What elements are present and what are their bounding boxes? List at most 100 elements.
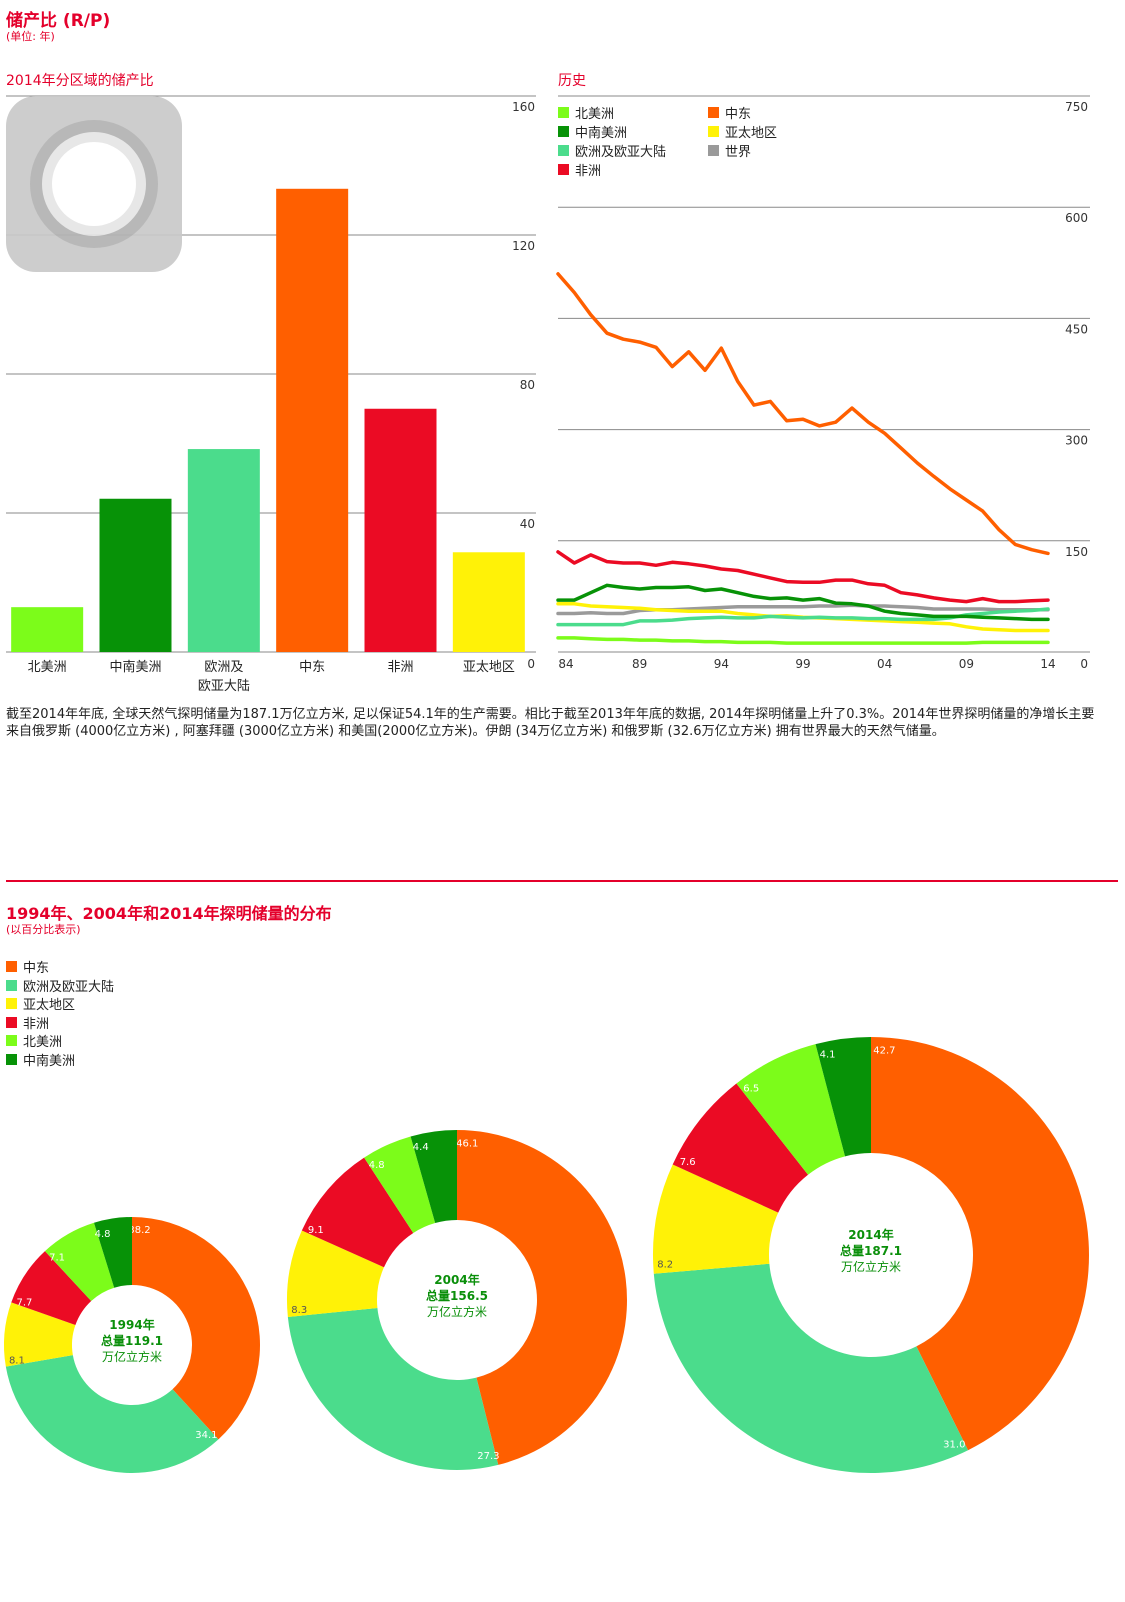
legend-label: 欧洲及欧亚大陆 <box>23 979 115 995</box>
donut-year-label: 1994年 <box>109 1317 154 1332</box>
bar-category-label: 非洲 <box>387 660 413 675</box>
line-legend-item: 世界 <box>708 141 751 160</box>
donut-slice <box>132 1217 260 1440</box>
legend-swatch <box>558 145 569 156</box>
bar-category-label: 北美洲 <box>28 660 67 675</box>
legend-swatch <box>6 998 17 1010</box>
pie-legend-item: 欧洲及欧亚大陆 <box>6 976 114 995</box>
legend-label: 欧洲及欧亚大陆 <box>575 145 667 160</box>
donut-slice <box>815 1037 871 1157</box>
bar-2 <box>99 498 172 652</box>
line-series <box>556 550 1050 604</box>
donut-slice <box>672 1083 809 1213</box>
page-title: 储产比 (R/P) <box>6 11 111 31</box>
line-series <box>556 636 1050 645</box>
line-x-tick-label: 94 <box>714 657 729 671</box>
donut-slice <box>3 1302 76 1367</box>
line-x-tick-label: 09 <box>959 657 974 671</box>
page-unit: (单位: 年) <box>6 30 55 43</box>
donut-slice <box>653 1164 779 1274</box>
donut-slice <box>11 1251 92 1326</box>
donut-slice <box>871 1037 1090 1451</box>
line-series <box>556 583 1050 622</box>
donut-slice <box>301 1157 414 1268</box>
line-series <box>556 272 1050 556</box>
line-y-tick-label: 150 <box>1065 545 1088 559</box>
line-chart-title: 历史 <box>558 73 586 89</box>
bar-y-tick-label: 120 <box>512 239 535 253</box>
line-y-tick-label: 0 <box>1080 657 1088 671</box>
legend-swatch <box>6 1035 17 1047</box>
line-legend-item: 中南美洲 <box>558 122 627 141</box>
legend-swatch <box>558 126 569 137</box>
line-y-tick-label: 750 <box>1065 100 1088 114</box>
legend-swatch <box>6 1016 17 1028</box>
donut-value-label: 7.1 <box>49 1252 65 1263</box>
donut-slice <box>5 1355 219 1473</box>
donut-unit-label: 万亿立方米 <box>102 1349 162 1364</box>
legend-swatch <box>6 979 17 991</box>
line-x-tick-label: 84 <box>558 657 573 671</box>
legend-swatch <box>708 145 719 156</box>
line-legend-item: 亚太地区 <box>708 122 777 141</box>
bar-3 <box>187 449 260 652</box>
legend-label: 非洲 <box>575 164 602 179</box>
line-y-tick-label: 600 <box>1065 211 1088 225</box>
legend-label: 中东 <box>725 107 752 122</box>
bar-y-tick-label: 80 <box>520 378 535 392</box>
pie-legend-item: 中东 <box>6 957 49 976</box>
donut-value-label: 4.8 <box>369 1160 385 1171</box>
donut-value-label: 34.1 <box>195 1430 217 1441</box>
donut-year-label: 2014年 <box>848 1227 893 1242</box>
donut-slice <box>457 1130 628 1465</box>
bar-category-label: 中东 <box>299 660 325 675</box>
legend-label: 中南美洲 <box>575 126 628 141</box>
donut-value-label: 6.5 <box>743 1083 759 1094</box>
bar-6 <box>452 552 525 652</box>
legend-label: 非洲 <box>23 1016 50 1032</box>
legend-label: 亚太地区 <box>725 126 778 141</box>
bar-category-label: 中南美洲 <box>109 659 161 675</box>
donut-value-label: 8.2 <box>657 1260 673 1271</box>
section-divider <box>6 880 1118 882</box>
bar-y-tick-label: 0 <box>527 657 535 671</box>
line-y-tick-label: 300 <box>1065 434 1088 448</box>
donut-value-label: 4.4 <box>413 1142 429 1153</box>
bar-4 <box>276 188 349 652</box>
donut-slice <box>653 1263 969 1473</box>
bar-category-label: 欧洲及 <box>204 660 243 675</box>
legend-swatch <box>708 126 719 137</box>
donut-value-label: 27.3 <box>477 1451 499 1462</box>
summary-paragraph: 截至2014年年底, 全球天然气探明储量为187.1万亿立方米, 足以保证54.… <box>6 707 1095 739</box>
bar-chart-title: 2014年分区域的储产比 <box>6 73 154 89</box>
line-legend-item: 中东 <box>708 103 751 122</box>
line-y-tick-label: 450 <box>1065 322 1088 336</box>
donut-slice <box>410 1130 457 1224</box>
donut-value-label: 38.2 <box>128 1225 150 1236</box>
legend-swatch <box>708 107 719 118</box>
donut-charts: 38.234.18.17.77.14.81994年总量119.1万亿立方米46.… <box>3 1037 1090 1473</box>
legend-label: 中南美洲 <box>23 1054 76 1069</box>
line-x-tick-label: 14 <box>1040 657 1055 671</box>
donut-unit-label: 万亿立方米 <box>841 1259 901 1274</box>
pie-legend-item: 非洲 <box>6 1013 49 1032</box>
donut-value-label: 46.1 <box>456 1138 478 1149</box>
donut-value-label: 42.7 <box>873 1045 895 1056</box>
pie-legend-item: 北美洲 <box>6 1031 62 1050</box>
line-series <box>556 603 1050 616</box>
line-legend-item: 欧洲及欧亚大陆 <box>558 141 666 160</box>
bar-category-label: 欧亚大陆 <box>198 678 250 694</box>
donut-slice <box>93 1217 132 1288</box>
legend-label: 北美洲 <box>575 107 615 122</box>
line-x-tick-label: 04 <box>877 657 892 671</box>
donut-value-label: 8.3 <box>291 1305 307 1316</box>
donut-slice <box>364 1136 436 1233</box>
legend-label: 亚太地区 <box>23 998 76 1014</box>
legend-label: 世界 <box>725 145 752 160</box>
donut-slice <box>287 1230 384 1318</box>
legend-swatch <box>558 107 569 118</box>
donut-year-label: 2004年 <box>434 1272 479 1287</box>
donut-value-label: 31.0 <box>943 1439 965 1450</box>
bar-chart: 0 40 80 120 160 北美洲 中南美洲 欧洲及欧亚大陆 中东 非洲 亚太地区 <box>6 95 536 694</box>
line-legend-item: 北美洲 <box>558 103 614 122</box>
